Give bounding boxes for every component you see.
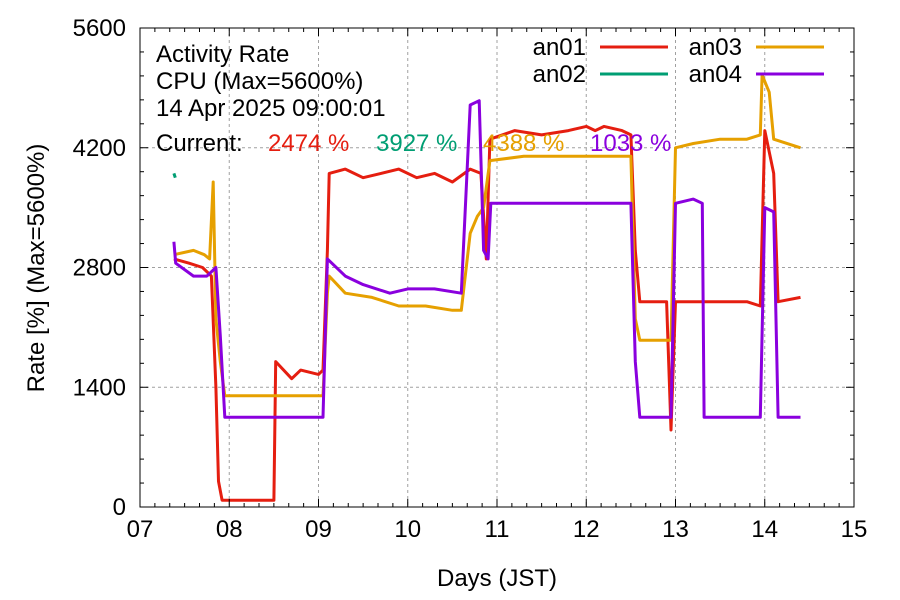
current-label: Current: (156, 130, 243, 157)
x-tick-label: 08 (216, 516, 243, 543)
chart-title-block: Activity Rate CPU (Max=5600%) 14 Apr 202… (156, 41, 386, 122)
y-tick-label: 2800 (73, 255, 126, 282)
axis-ticks: 07 08 09 10 11 12 13 14 15 0 1400 2800 4200 5600 (73, 15, 868, 543)
chart-title-line-1: Activity Rate (156, 41, 289, 68)
chart-title-line-3: 14 Apr 2025 09:00:01 (156, 95, 386, 122)
x-tick-label: 12 (573, 516, 600, 543)
x-tick-label: 14 (751, 516, 778, 543)
legend-label-an02: an02 (533, 61, 586, 88)
chart-legend: an01 an02 an03 an04 (533, 34, 824, 88)
x-tick-label: 11 (485, 516, 510, 543)
x-tick-label: 07 (127, 516, 154, 543)
y-tick-label: 1400 (73, 374, 126, 401)
current-value-an03: 4388 % (483, 130, 564, 157)
y-tick-label: 5600 (73, 15, 126, 42)
x-tick-label: 15 (841, 516, 868, 543)
grid-lines (140, 27, 854, 507)
series-line-an02 (172, 172, 177, 179)
series-lines (172, 73, 801, 502)
x-tick-label: 10 (394, 516, 421, 543)
y-tick-label: 0 (113, 494, 126, 521)
current-values-row: Current: 2474 % 3927 % 4388 % 1033 % (156, 130, 671, 157)
chart-title-line-2: CPU (Max=5600%) (156, 68, 363, 95)
x-tick-label: 09 (305, 516, 332, 543)
x-axis-label: Days (JST) (437, 565, 557, 592)
current-value-an02: 3927 % (376, 130, 457, 157)
series-line-an01 (173, 124, 801, 502)
legend-label-an04: an04 (689, 61, 742, 88)
current-value-an01: 2474 % (268, 130, 349, 157)
legend-label-an01: an01 (533, 34, 586, 61)
series-line-an04 (172, 99, 801, 419)
y-axis-label: Rate [%] (Max=5600%) (23, 144, 50, 393)
x-tick-label: 13 (662, 516, 689, 543)
current-value-an04: 1033 % (590, 130, 671, 157)
y-tick-label: 4200 (73, 135, 126, 162)
legend-label-an03: an03 (689, 34, 742, 61)
